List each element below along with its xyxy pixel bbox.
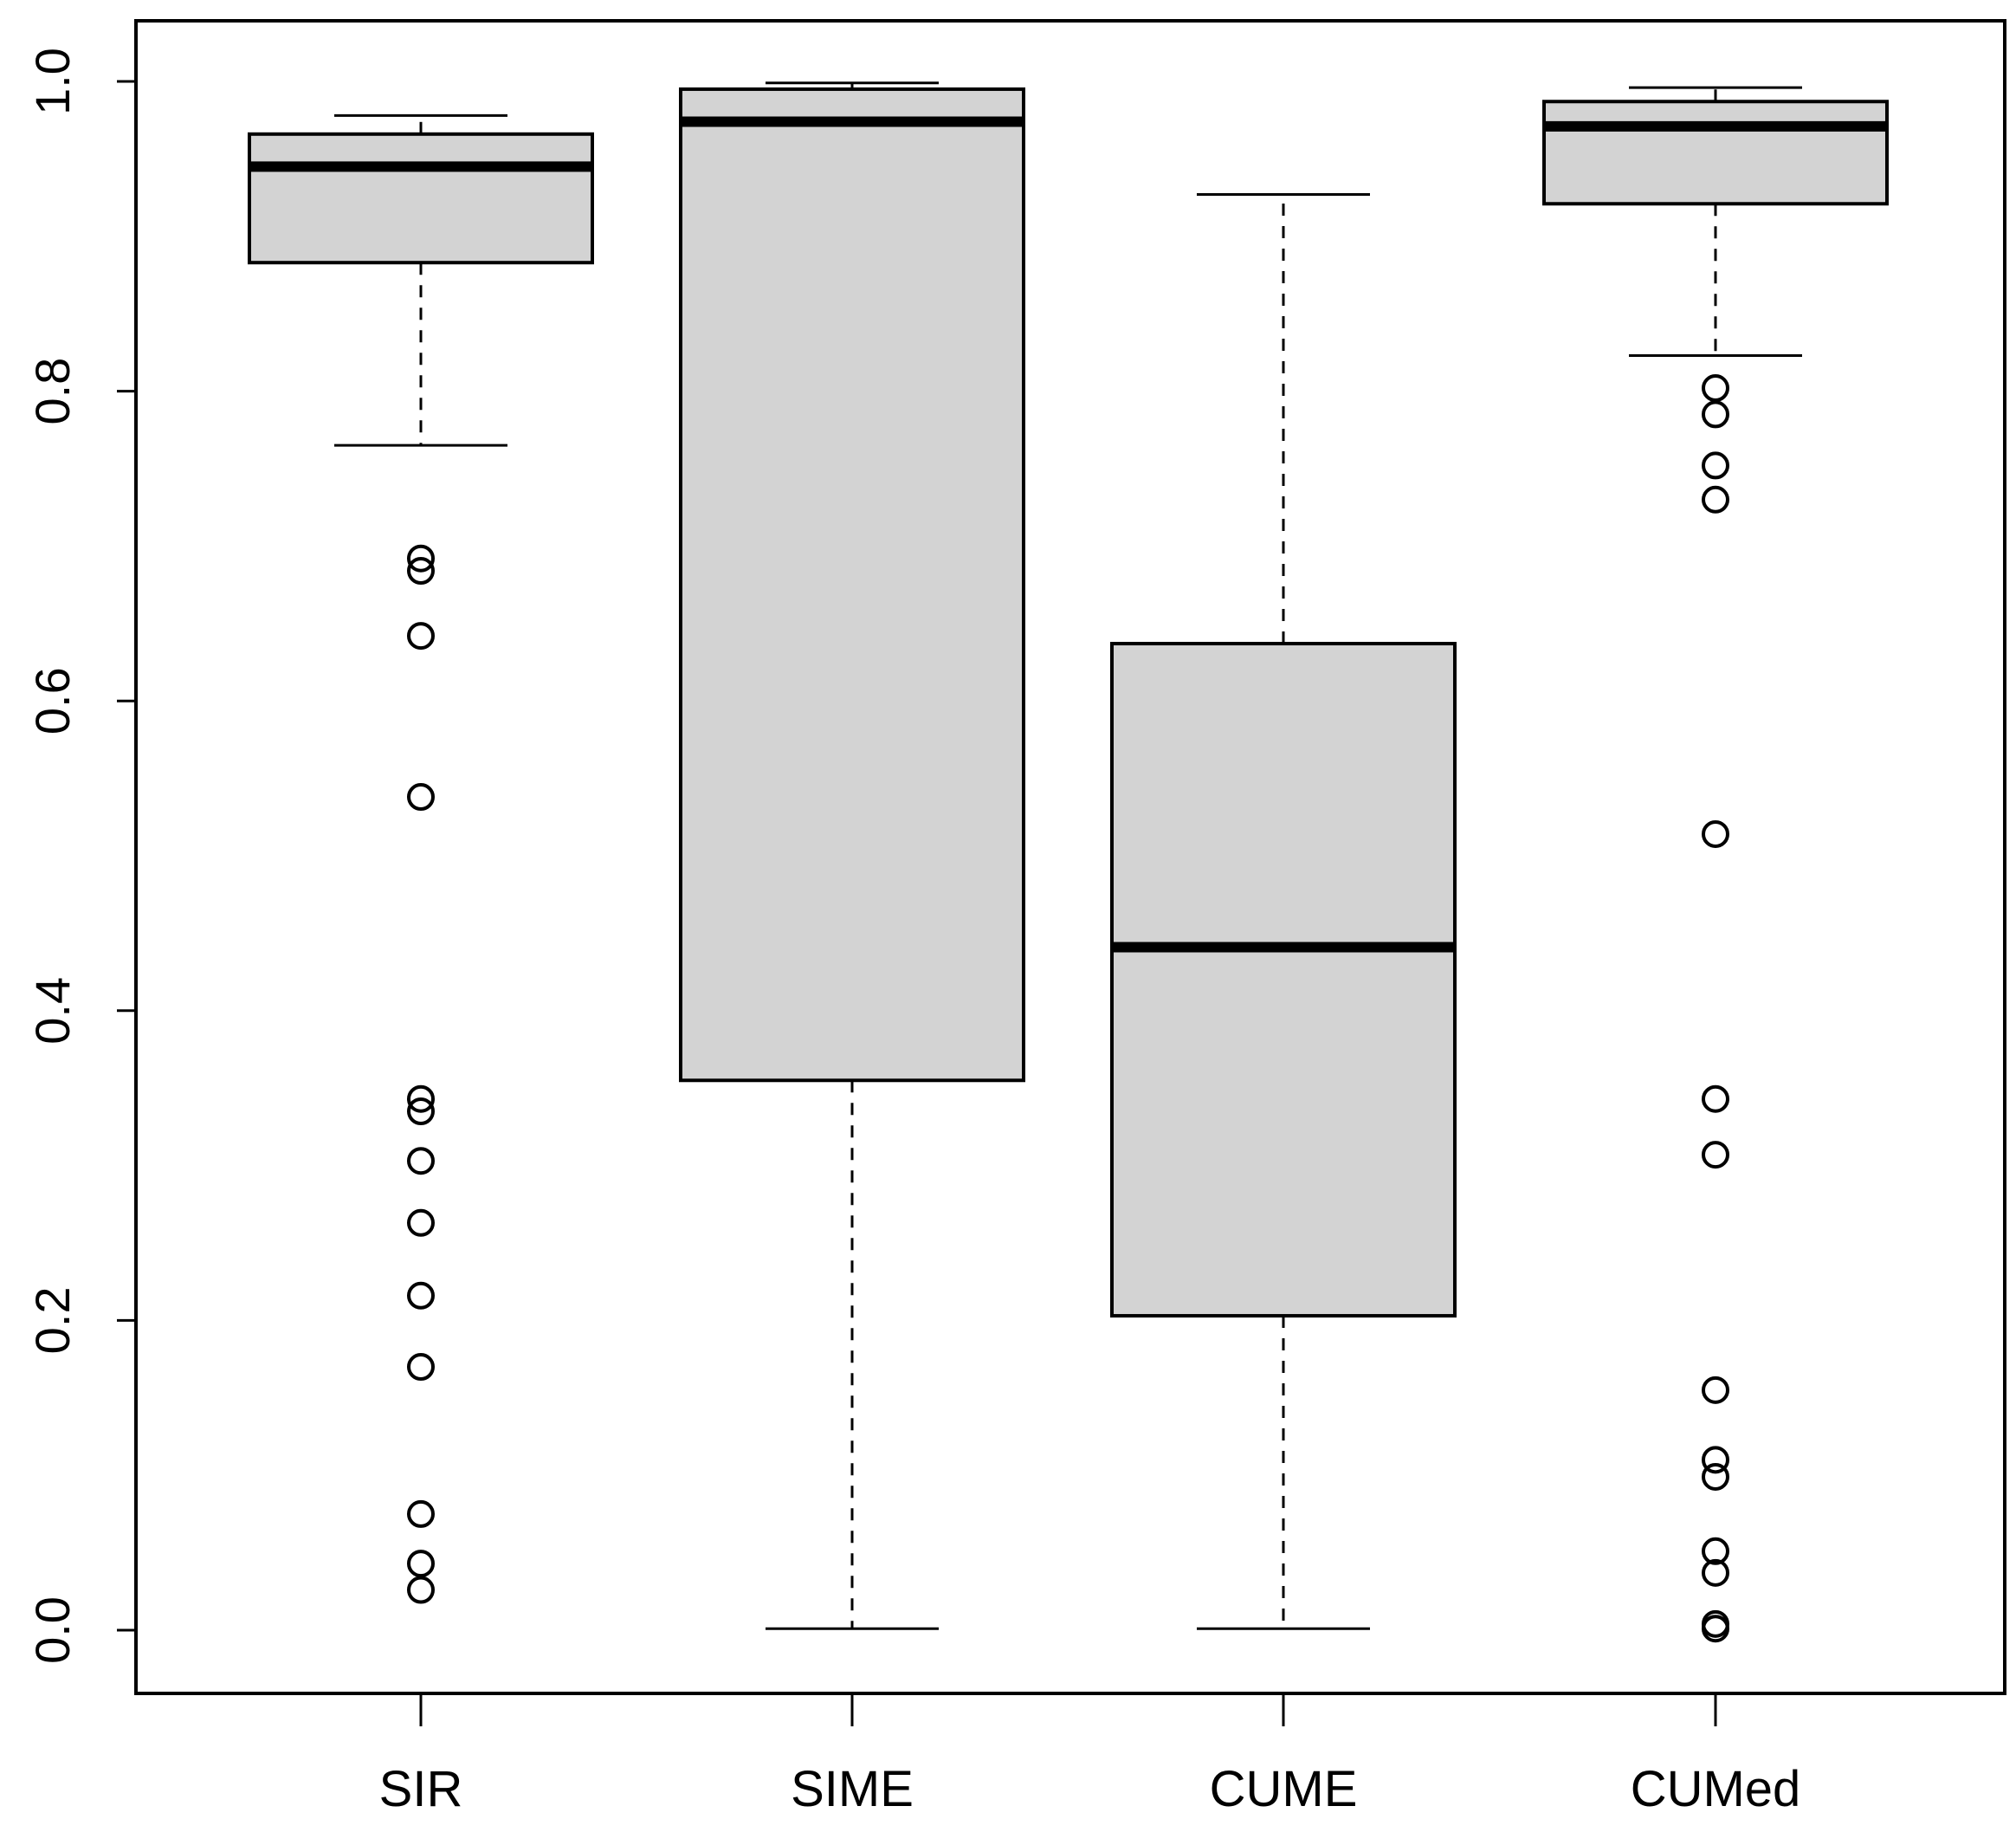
outlier-point <box>407 1208 435 1237</box>
iqr-box <box>248 132 594 265</box>
outlier-point <box>407 544 435 573</box>
outlier-point <box>407 1084 435 1113</box>
box-group <box>1542 86 1889 1643</box>
plot-frame <box>134 19 2006 1695</box>
outlier-point <box>407 1499 435 1528</box>
y-tick-label: 1.0 <box>25 48 80 115</box>
outlier-point <box>1702 451 1729 480</box>
iqr-box <box>679 87 1025 1083</box>
x-tick-label: CUME <box>1210 1761 1358 1817</box>
outlier-point <box>1702 1558 1729 1587</box>
y-tick-label: 0.6 <box>25 667 80 735</box>
outlier-point <box>1702 1537 1729 1565</box>
y-axis: 0.0 0.2 0.4 0.6 0.8 1.0 <box>25 48 138 1664</box>
iqr-box <box>1110 642 1457 1318</box>
outlier-point <box>407 1550 435 1578</box>
outlier-point <box>407 1097 435 1126</box>
outlier-point <box>407 1353 435 1382</box>
boxes <box>248 81 1889 1643</box>
outlier-point <box>407 783 435 812</box>
x-tick-label: CUMed <box>1631 1761 1801 1817</box>
outlier-point <box>407 622 435 651</box>
outlier-point <box>1702 1084 1729 1113</box>
box-group <box>1110 193 1457 1630</box>
box-group <box>679 81 1025 1630</box>
y-tick-label: 0.8 <box>25 358 80 425</box>
box-group <box>248 113 594 1604</box>
y-tick-label: 0.4 <box>25 977 80 1045</box>
outlier-point <box>1702 819 1729 848</box>
outlier-point <box>1702 1462 1729 1491</box>
outlier-point <box>1702 1141 1729 1169</box>
x-axis: SIR SIME CUME CUMed <box>379 1693 1801 1817</box>
outlier-point <box>1702 1376 1729 1404</box>
x-tick-label: SIR <box>379 1761 463 1817</box>
outlier-point <box>1702 1446 1729 1474</box>
outlier-point <box>407 1281 435 1310</box>
iqr-box <box>1542 100 1889 206</box>
y-tick-label: 0.2 <box>25 1286 80 1354</box>
outlier-point <box>1702 400 1729 429</box>
outlier-point <box>407 1147 435 1175</box>
outlier-point <box>1702 485 1729 514</box>
y-tick-label: 0.0 <box>25 1596 80 1664</box>
outlier-point <box>407 1576 435 1604</box>
outlier-point <box>407 557 435 586</box>
outlier-point <box>1702 1615 1729 1643</box>
x-tick-label: SIME <box>791 1761 914 1817</box>
outlier-point <box>1702 374 1729 403</box>
